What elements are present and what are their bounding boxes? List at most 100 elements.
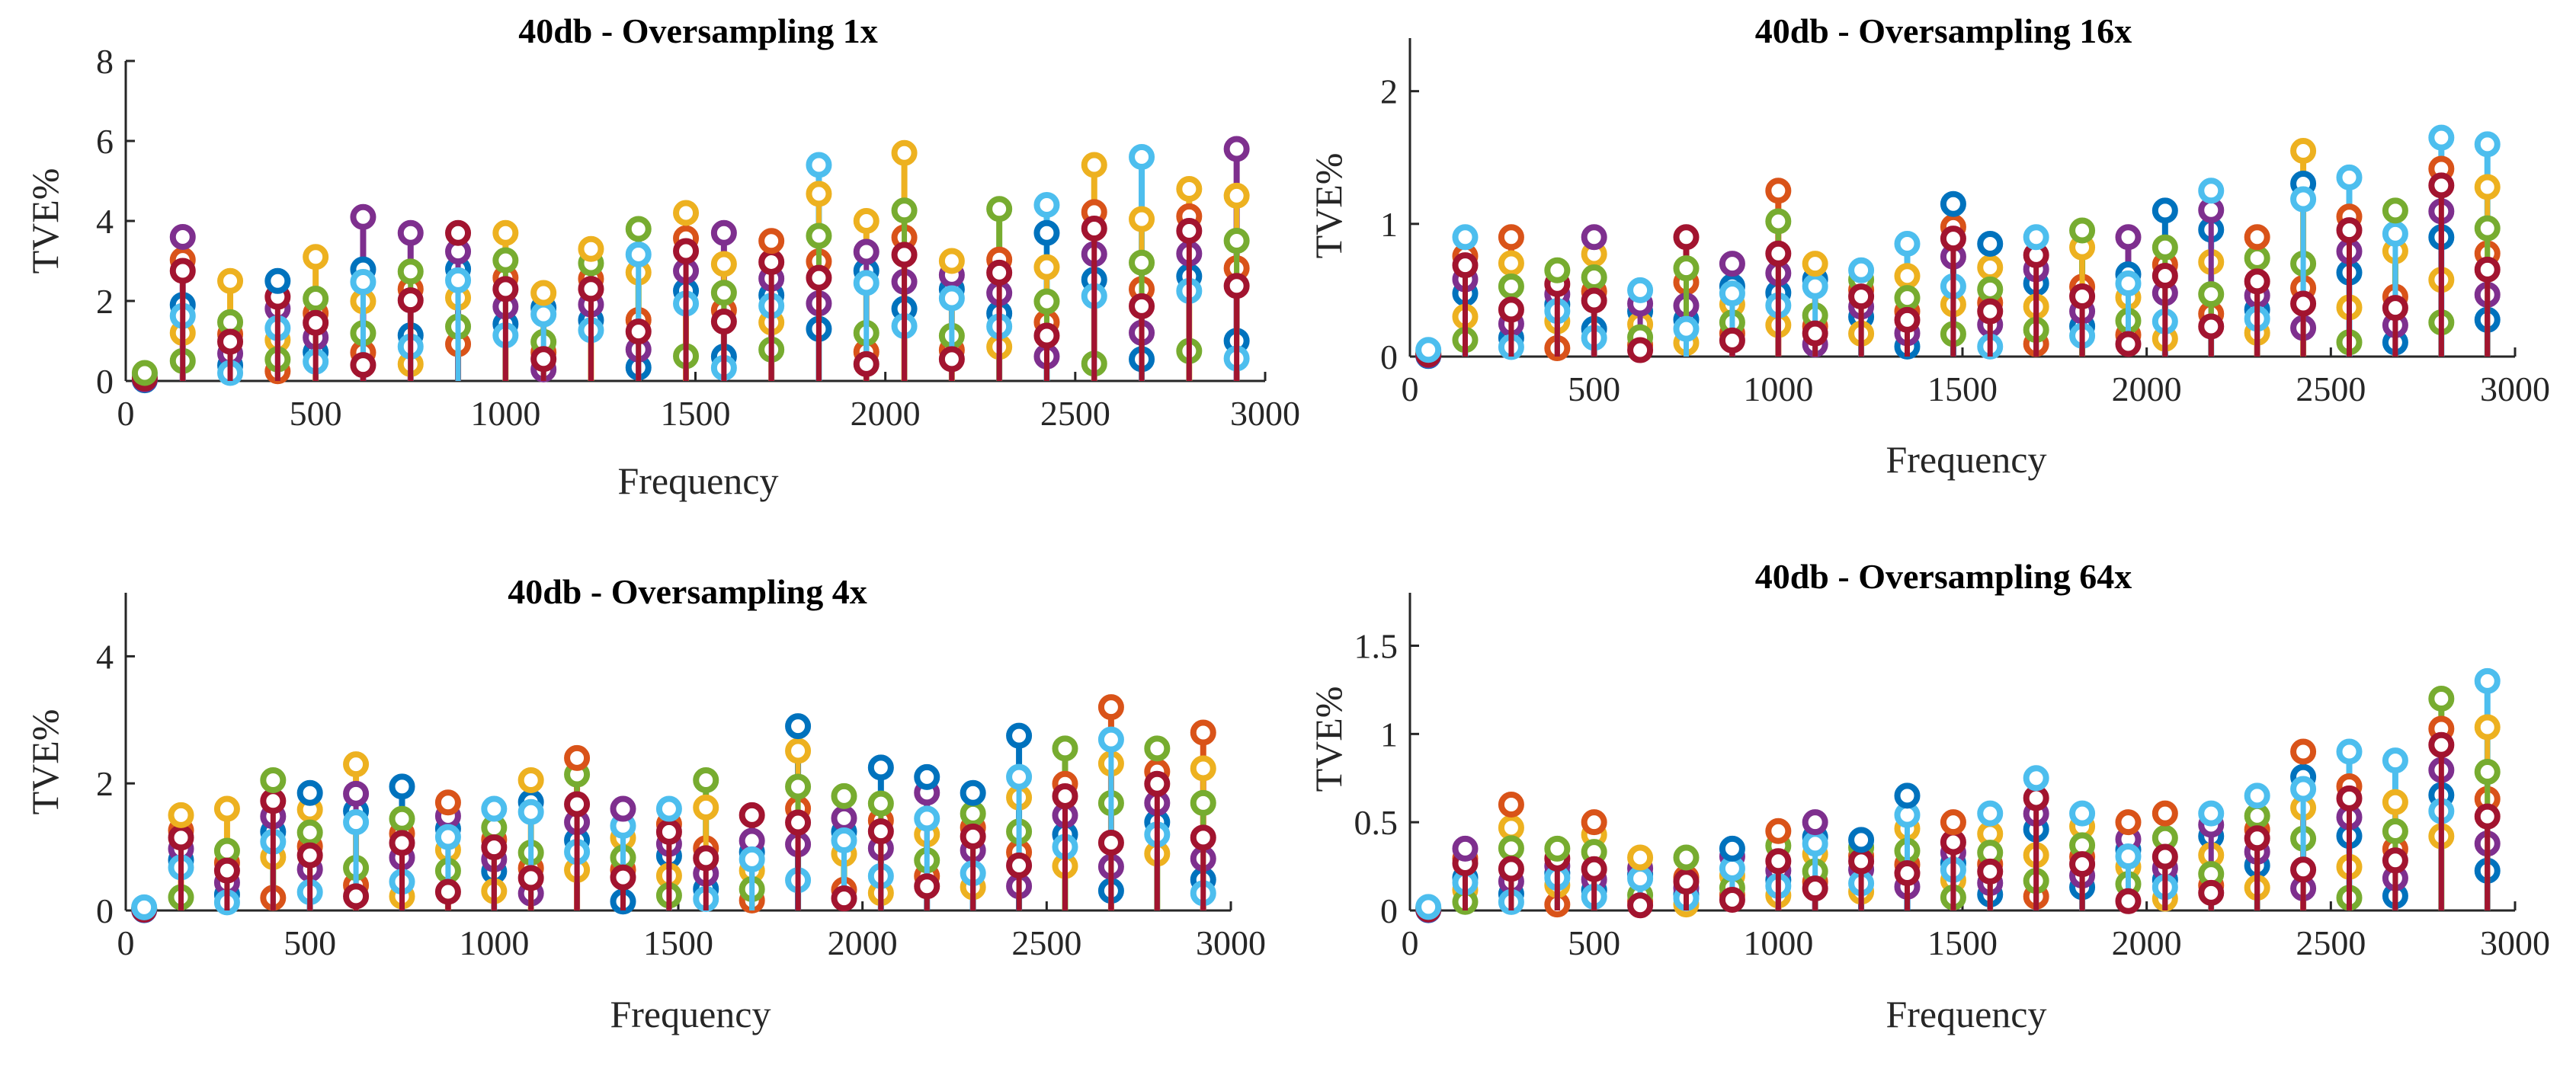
data-point	[1719, 327, 1745, 354]
data-point	[2151, 234, 2178, 261]
data-point	[758, 248, 785, 275]
data-point	[530, 346, 557, 373]
data-point	[2474, 714, 2501, 741]
data-point-max	[960, 779, 986, 806]
data-point	[914, 805, 940, 832]
data-point-max	[481, 795, 508, 822]
data-point	[806, 264, 832, 291]
data-point-max	[1765, 178, 1792, 204]
data-point	[2244, 802, 2270, 829]
data-point	[492, 276, 519, 302]
subplot-oversampling-16x: 40db - Oversampling 16x Frequency TVE% 0…	[1307, 11, 2550, 481]
y-axis-label: TVE%	[1307, 153, 1350, 259]
data-point	[2336, 785, 2363, 811]
data-point	[1673, 255, 1700, 282]
data-point-max	[2198, 178, 2225, 204]
data-point	[1097, 829, 1124, 856]
data-point-max	[2244, 224, 2270, 251]
data-point	[1498, 296, 1524, 323]
data-point-max	[1848, 827, 1875, 853]
x-tick-label: 500	[1568, 923, 1620, 962]
x-tick-label: 1000	[1743, 370, 1813, 408]
x-tick-label: 500	[290, 394, 342, 433]
data-point	[1940, 829, 1966, 856]
data-point	[2115, 888, 2142, 914]
data-point-max	[806, 152, 832, 178]
x-tick-label: 500	[284, 923, 336, 962]
data-point	[693, 845, 719, 872]
plot-area: 0 500 1000 1500 2000 2500 3000 0 2 4	[96, 593, 1266, 962]
data-point-max	[2474, 667, 2501, 694]
data-point-max	[710, 219, 737, 246]
data-point	[891, 242, 918, 268]
chart-title: 40db - Oversampling 16x	[1755, 11, 2132, 50]
data-point	[831, 805, 857, 831]
data-point	[2198, 281, 2225, 308]
data-point-max	[1498, 224, 1524, 251]
y-tick-label: 2	[96, 764, 114, 803]
data-point	[169, 258, 196, 284]
x-tick-label: 500	[1568, 370, 1620, 408]
data-point-max	[1581, 224, 1607, 251]
data-point	[1190, 789, 1216, 816]
x-tick-label: 2500	[1040, 394, 1110, 433]
data-point-max	[1940, 809, 1966, 836]
data-point	[806, 181, 832, 207]
data-point-max	[1765, 818, 1792, 844]
data-point-max	[1129, 144, 1155, 170]
data-point-max	[131, 894, 158, 920]
data-point	[397, 258, 424, 285]
y-tick-label: 1	[1380, 715, 1398, 754]
data-point-max	[1627, 277, 1654, 303]
data-point-max	[260, 767, 287, 794]
data-point-max	[2069, 800, 2096, 827]
data-point	[710, 309, 737, 335]
data-point	[1802, 273, 1828, 299]
data-point-max	[914, 763, 940, 790]
x-tick-label: 1500	[1927, 370, 1998, 408]
data-point-max	[1415, 337, 1442, 363]
y-tick-label: 0	[96, 362, 114, 401]
data-point	[1006, 763, 1033, 790]
subplot-oversampling-1x: 40db - Oversampling 1x Frequency TVE% 0 5…	[24, 11, 1300, 502]
data-point	[296, 842, 323, 869]
data-point-max	[2290, 138, 2317, 165]
x-axis-label: Frequency	[610, 993, 771, 1035]
data-point-max	[1940, 190, 1966, 217]
data-point	[168, 824, 194, 851]
subplot-oversampling-4x: 40db - Oversampling 4x Frequency TVE% 0 5…	[24, 572, 1266, 1035]
data-point	[1498, 835, 1524, 862]
data-point	[867, 790, 894, 817]
data-point	[530, 301, 557, 328]
data-point	[397, 287, 424, 314]
data-point	[1673, 869, 1700, 895]
data-point	[1223, 228, 1250, 254]
data-point	[1940, 226, 1966, 252]
y-tick-label: 1	[1380, 205, 1398, 244]
data-point-max	[389, 773, 415, 800]
x-tick-label: 2000	[851, 394, 921, 433]
data-point	[2382, 789, 2408, 815]
y-tick-label: 4	[96, 637, 114, 676]
y-tick-label: 2	[96, 282, 114, 321]
data-point-max	[2115, 224, 2142, 251]
data-point-max	[867, 754, 894, 781]
data-point	[1190, 755, 1216, 782]
data-point	[1673, 315, 1700, 342]
data-point	[434, 824, 461, 850]
data-point	[1498, 250, 1524, 277]
data-point	[1894, 306, 1921, 333]
data-point	[2428, 172, 2455, 199]
data-point	[564, 791, 591, 818]
data-point-max	[564, 744, 591, 771]
data-point	[2023, 785, 2049, 811]
data-point	[1627, 337, 1654, 363]
data-point	[578, 276, 604, 302]
data-point-max	[397, 219, 424, 246]
x-tick-label: 1500	[643, 923, 713, 962]
data-point-max	[2244, 782, 2270, 809]
data-point	[2069, 283, 2096, 310]
data-point	[2198, 313, 2225, 340]
data-point-max	[2198, 800, 2225, 827]
